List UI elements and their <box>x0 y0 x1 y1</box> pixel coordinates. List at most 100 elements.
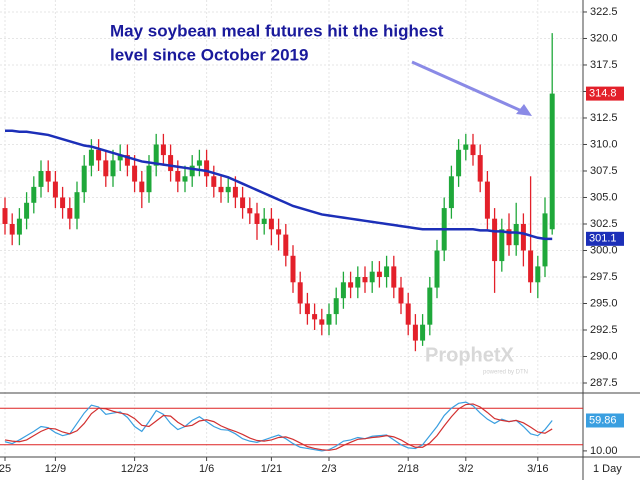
candle-body <box>2 208 8 224</box>
candle-body <box>477 155 483 182</box>
x-tick-label: 12/9 <box>45 463 66 475</box>
x-tick-label: 3/16 <box>527 463 548 475</box>
candle-body <box>427 287 433 325</box>
annotation-arrowhead <box>516 104 532 116</box>
candle-body <box>412 324 418 341</box>
candle-body <box>528 250 534 283</box>
candle-body <box>117 155 123 161</box>
y-tick-label: 290.0 <box>590 350 618 362</box>
candle-body <box>333 298 339 315</box>
candle-body <box>254 213 260 224</box>
candle-body <box>499 229 505 262</box>
candle-body <box>103 160 109 177</box>
candle-body <box>16 218 22 235</box>
candle-body <box>506 229 512 246</box>
y-tick-label: 300.0 <box>590 244 618 256</box>
candle-body <box>326 314 332 325</box>
candle-body <box>355 276 361 288</box>
candle-body <box>492 218 498 262</box>
y-tick-label: 317.5 <box>590 59 618 71</box>
candle-body <box>376 271 382 277</box>
moving-average-label: 301.1 <box>589 233 617 245</box>
candle-body <box>88 149 94 166</box>
indicator-tick-label: 10.00 <box>590 445 618 457</box>
candle-body <box>38 170 44 187</box>
stochastic-line <box>4 403 553 451</box>
candle-body <box>398 287 404 304</box>
candle-body <box>232 186 238 198</box>
plot-layer <box>2 33 555 352</box>
candle-body <box>124 155 130 166</box>
last-price-label-box <box>586 86 624 101</box>
candle-body <box>456 149 462 177</box>
candle-body <box>67 208 73 219</box>
x-tick-label: 2/18 <box>397 463 418 475</box>
y-tick-label: 302.5 <box>590 218 618 230</box>
candle-body <box>312 314 318 320</box>
candle-body <box>384 266 390 277</box>
y-tick-label: 292.5 <box>590 324 618 336</box>
last-price-label: 314.8 <box>589 88 617 100</box>
watermark: ProphetX <box>425 344 515 366</box>
candle-body <box>470 144 476 156</box>
y-tick-label: 312.5 <box>590 112 618 124</box>
candle-body <box>348 282 354 288</box>
candle-body <box>196 160 202 166</box>
candle-body <box>74 192 80 219</box>
candle-body <box>463 144 469 150</box>
candle-body <box>225 186 231 193</box>
candle-body <box>9 223 15 235</box>
candle-body <box>175 170 181 182</box>
candle-body <box>434 250 440 288</box>
candle-body <box>283 234 289 256</box>
candle-body <box>160 144 166 156</box>
candle-body <box>96 149 102 161</box>
x-tick-label: 12/23 <box>121 463 149 475</box>
candle-body <box>24 202 30 219</box>
candle-body <box>448 176 454 209</box>
x-tick-label: 1/21 <box>261 463 282 475</box>
x-tick-label: 3/2 <box>458 463 473 475</box>
indicator-value-box <box>586 413 624 428</box>
stochastic-line <box>4 401 553 452</box>
candle-body <box>319 319 325 325</box>
candle-body <box>153 144 159 166</box>
annotation-line: level since October 2019 <box>110 45 308 64</box>
candle-body <box>391 266 397 288</box>
candle-body <box>132 165 138 182</box>
candle-body <box>549 93 555 230</box>
candle-body <box>52 181 58 198</box>
candle-body <box>182 176 188 182</box>
candle-body <box>420 324 426 341</box>
candle-body <box>297 282 303 304</box>
candle-body <box>340 282 346 299</box>
candle-body <box>369 271 375 283</box>
candle-body <box>261 218 267 224</box>
moving-average-label-box <box>586 231 624 246</box>
watermark-sub: powered by DTN <box>483 370 528 376</box>
candle-body <box>218 186 224 193</box>
y-tick-label: 307.5 <box>590 165 618 177</box>
moving-average-line <box>5 129 553 241</box>
x-tick-label: 25 <box>0 463 11 475</box>
y-tick-label: 305.0 <box>590 191 618 203</box>
candle-body <box>535 266 541 283</box>
candle-body <box>484 181 490 219</box>
candle-body <box>247 208 253 214</box>
candle-body <box>189 165 195 177</box>
y-tick-label: 287.5 <box>590 377 618 389</box>
candle-body <box>304 303 310 315</box>
candle-body <box>81 165 87 193</box>
y-tick-label: 297.5 <box>590 271 618 283</box>
y-tick-label: 320.0 <box>590 32 618 44</box>
candle-body <box>290 255 296 283</box>
annotation-arrow <box>411 60 525 114</box>
candle-body <box>362 276 368 283</box>
y-tick-label: 295.0 <box>590 297 618 309</box>
candle-body <box>139 181 145 193</box>
x-tick-label: 2/3 <box>321 463 336 475</box>
candle-body <box>211 176 217 187</box>
x-tick-label: 1/6 <box>199 463 214 475</box>
